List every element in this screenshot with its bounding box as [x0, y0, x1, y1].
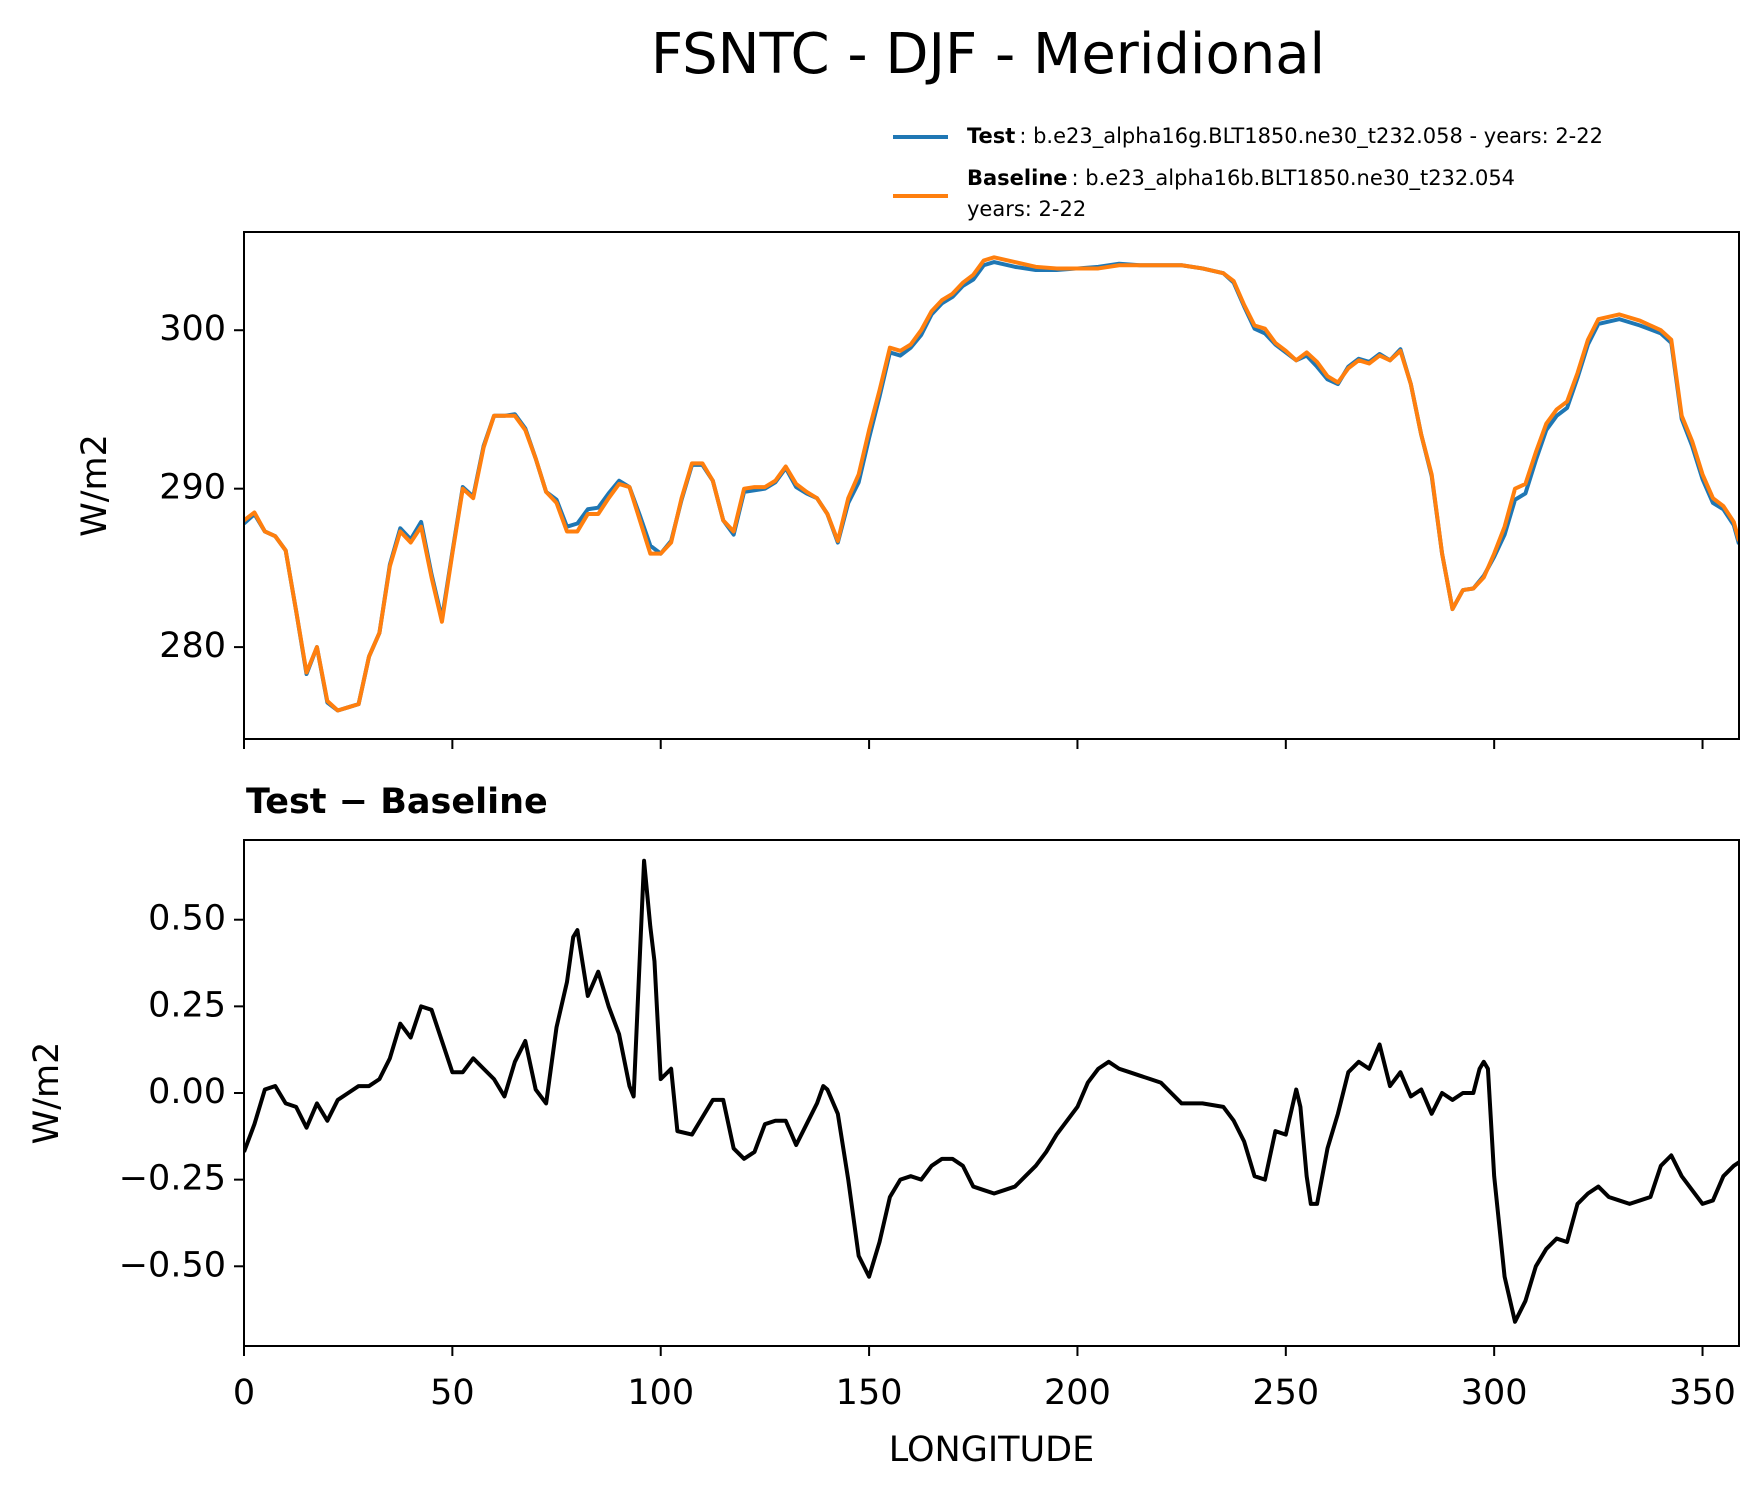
y-tick-label: −0.50	[119, 1245, 226, 1285]
data-line	[244, 255, 1739, 713]
y-axis-label: W/m2	[75, 434, 115, 537]
legend-entry: Test: b.e23_alpha16g.BLT1850.ne30_t232.0…	[967, 124, 1603, 149]
panel-title: Test − Baseline	[246, 782, 548, 822]
x-tick-label: 150	[836, 1373, 903, 1413]
y-tick-label: −0.25	[119, 1159, 226, 1199]
y-tick-label: 0.50	[148, 899, 226, 939]
y-tick-label: 290	[159, 468, 226, 508]
legend-name: Baseline	[967, 166, 1068, 190]
y-axis-label: W/m2	[27, 1042, 67, 1145]
data-line	[244, 260, 1739, 713]
legend-label: years: 2-22	[967, 197, 1086, 221]
y-tick-label: 300	[159, 309, 226, 349]
x-tick-label: 50	[430, 1373, 475, 1413]
legend-label: : b.e23_alpha16g.BLT1850.ne30_t232.058 -…	[1019, 124, 1603, 149]
y-tick-label: 0.25	[148, 985, 226, 1025]
legend-name: Test	[967, 124, 1015, 148]
y-tick-label: 0.00	[148, 1072, 226, 1112]
legend-entry: Baseline: b.e23_alpha16b.BLT1850.ne30_t2…	[967, 166, 1515, 191]
x-tick-label: 0	[233, 1373, 255, 1413]
x-tick-label: 200	[1044, 1373, 1111, 1413]
x-axis-label: LONGITUDE	[889, 1430, 1095, 1470]
data-line	[244, 858, 1739, 1324]
x-tick-label: 250	[1252, 1373, 1319, 1413]
plot-area	[244, 255, 1739, 713]
chart-title: FSNTC - DJF - Meridional	[651, 22, 1325, 87]
axes-frame	[243, 839, 1740, 1347]
axes-frame	[243, 231, 1740, 740]
y-tick-label: 280	[159, 626, 226, 666]
plot-area	[244, 858, 1739, 1324]
x-tick-label: 300	[1461, 1373, 1528, 1413]
x-tick-label: 100	[627, 1373, 694, 1413]
legend-label: : b.e23_alpha16b.BLT1850.ne30_t232.054	[1072, 166, 1516, 191]
x-tick-label: 350	[1669, 1373, 1736, 1413]
